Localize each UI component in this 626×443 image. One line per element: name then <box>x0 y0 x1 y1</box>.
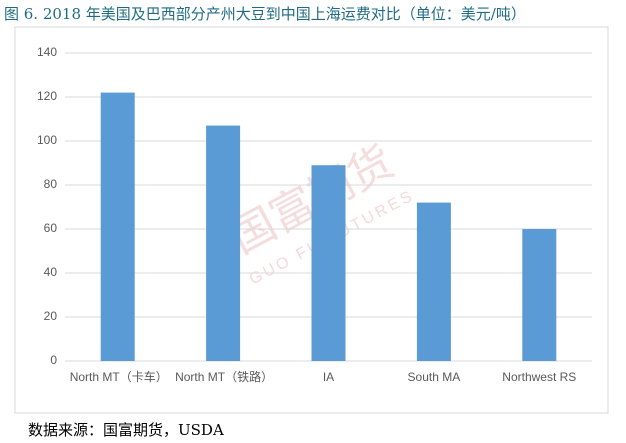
x-tick-label: North MT（铁路） <box>175 370 274 384</box>
x-tick-label: South MA <box>407 370 461 384</box>
chart-title: 图 6. 2018 年美国及巴西部分产州大豆到中国上海运费对比（单位：美元/吨） <box>4 5 526 23</box>
x-tick-label: North MT（卡车） <box>69 370 168 384</box>
y-tick-label: 80 <box>44 177 58 191</box>
bar <box>522 229 557 361</box>
y-tick-label: 140 <box>37 45 57 59</box>
x-tick-label: Northwest RS <box>502 370 577 384</box>
y-tick-label: 20 <box>44 309 58 323</box>
y-tick-label: 0 <box>50 353 57 367</box>
bar <box>206 125 241 361</box>
bar <box>100 92 135 361</box>
y-tick-label: 60 <box>44 221 58 235</box>
bar <box>311 165 346 361</box>
x-tick-label: IA <box>322 370 335 384</box>
y-tick-label: 100 <box>37 133 57 147</box>
chart-frame <box>14 26 609 414</box>
bar <box>416 202 451 361</box>
source: 数据来源：国富期货，USDA <box>28 421 224 439</box>
y-tick-label: 120 <box>37 89 57 103</box>
y-tick-label: 40 <box>44 265 58 279</box>
